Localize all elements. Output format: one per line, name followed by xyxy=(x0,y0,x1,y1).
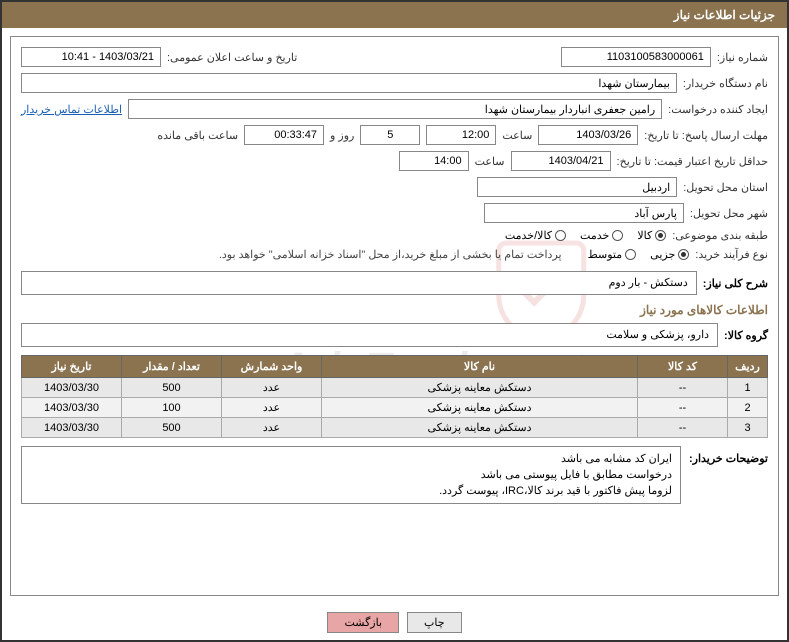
time-label-1: ساعت xyxy=(502,129,532,142)
category-radio-group: کالا خدمت کالا/خدمت xyxy=(505,229,666,242)
days-field: 5 xyxy=(360,125,420,145)
province-field: اردبیل xyxy=(477,177,677,197)
gen-desc-label: شرح کلی نیاز: xyxy=(703,277,768,290)
validity-time-field: 14:00 xyxy=(399,151,469,171)
th-date: تاریخ نیاز xyxy=(22,356,122,378)
gen-desc-field: دستکش - بار دوم xyxy=(21,271,697,295)
countdown-field: 00:33:47 xyxy=(244,125,324,145)
validity-date-field: 1403/04/21 xyxy=(511,151,611,171)
table-row: 1 -- دستکش معاینه پزشکی عدد 500 1403/03/… xyxy=(22,378,768,398)
back-button[interactable]: بازگشت xyxy=(327,612,399,633)
table-row: 2 -- دستکش معاینه پزشکی عدد 100 1403/03/… xyxy=(22,398,768,418)
radio-service[interactable]: خدمت xyxy=(580,229,623,242)
contact-link[interactable]: اطلاعات تماس خریدار xyxy=(21,103,122,116)
need-number-field: 1103100583000061 xyxy=(561,47,711,67)
validity-label: حداقل تاریخ اعتبار قیمت: تا تاریخ: xyxy=(617,155,768,168)
payment-note: پرداخت تمام یا بخشی از مبلغ خرید،از محل … xyxy=(219,248,562,261)
print-button[interactable]: چاپ xyxy=(407,612,462,633)
category-label: طبقه بندی موضوعی: xyxy=(672,229,768,242)
radio-goods[interactable]: کالا xyxy=(637,229,666,242)
page-header: جزئیات اطلاعات نیاز xyxy=(2,2,787,28)
province-label: استان محل تحویل: xyxy=(683,181,768,194)
city-field: پارس آباد xyxy=(484,203,684,223)
org-label: نام دستگاه خریدار: xyxy=(683,77,768,90)
process-radio-group: جزیی متوسط xyxy=(588,248,690,261)
th-name: نام کالا xyxy=(322,356,638,378)
group-field: دارو، پزشکی و سلامت xyxy=(21,323,718,347)
deadline-send-label: مهلت ارسال پاسخ: تا تاریخ: xyxy=(644,129,768,142)
process-label: نوع فرآیند خرید: xyxy=(695,248,768,261)
days-label: روز و xyxy=(330,129,354,142)
city-label: شهر محل تحویل: xyxy=(690,207,768,220)
announce-field: 1403/03/21 - 10:41 xyxy=(21,47,161,67)
items-table: ردیف کد کالا نام کالا واحد شمارش تعداد /… xyxy=(21,355,768,438)
th-unit: واحد شمارش xyxy=(222,356,322,378)
deadline-date-field: 1403/03/26 xyxy=(538,125,638,145)
radio-both[interactable]: کالا/خدمت xyxy=(505,229,566,242)
announce-label: تاریخ و ساعت اعلان عمومی: xyxy=(167,51,297,64)
th-qty: تعداد / مقدار xyxy=(122,356,222,378)
table-row: 3 -- دستکش معاینه پزشکی عدد 500 1403/03/… xyxy=(22,418,768,438)
deadline-time-field: 12:00 xyxy=(426,125,496,145)
radio-partial[interactable]: جزیی xyxy=(650,248,689,261)
items-section-title: اطلاعات کالاهای مورد نیاز xyxy=(21,303,768,317)
buyer-desc-label: توضیحات خریدار: xyxy=(689,446,768,465)
remaining-label: ساعت باقی مانده xyxy=(157,129,238,142)
org-field: بیمارستان شهدا xyxy=(21,73,677,93)
time-label-2: ساعت xyxy=(475,155,505,168)
th-code: کد کالا xyxy=(638,356,728,378)
need-number-label: شماره نیاز: xyxy=(717,51,768,64)
group-label: گروه کالا: xyxy=(724,329,768,342)
requester-field: رامین جعفری انباردار بیمارستان شهدا xyxy=(128,99,662,119)
radio-medium[interactable]: متوسط xyxy=(588,248,637,261)
th-row: ردیف xyxy=(728,356,768,378)
buyer-desc-box: ایران کد مشابه می باشد درخواست مطابق با … xyxy=(21,446,681,504)
requester-label: ایجاد کننده درخواست: xyxy=(668,103,768,116)
